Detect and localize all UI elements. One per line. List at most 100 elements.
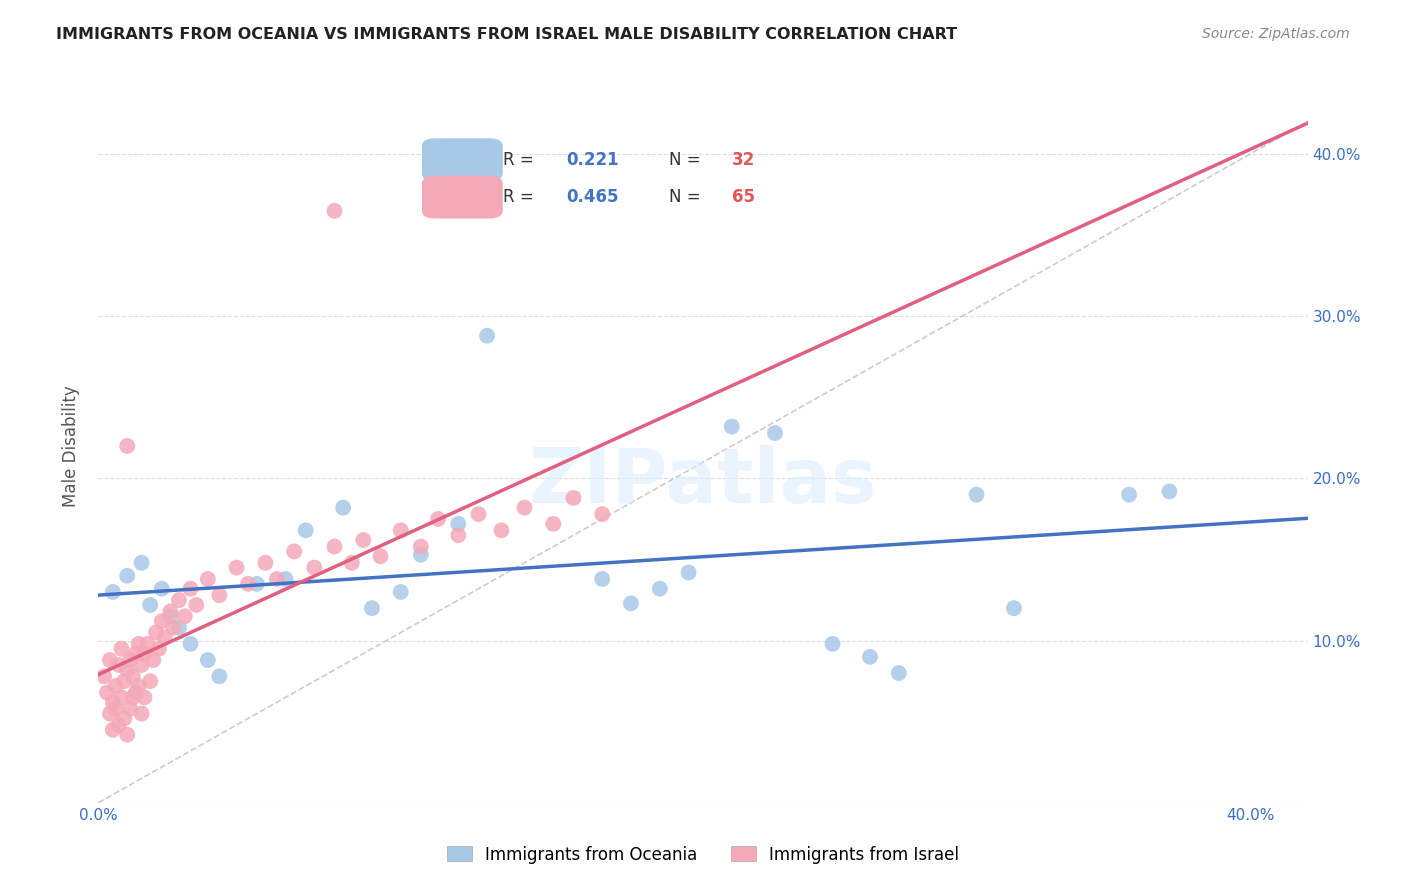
Point bbox=[389, 585, 412, 599]
Text: 32: 32 bbox=[733, 151, 755, 169]
Point bbox=[821, 637, 844, 651]
Point bbox=[409, 548, 432, 562]
Point bbox=[128, 679, 150, 693]
Point bbox=[107, 657, 129, 672]
Point bbox=[98, 706, 121, 721]
Point bbox=[225, 560, 247, 574]
Text: Source: ZipAtlas.com: Source: ZipAtlas.com bbox=[1202, 27, 1350, 41]
Text: 65: 65 bbox=[733, 188, 755, 206]
Point bbox=[447, 516, 470, 531]
Point bbox=[447, 528, 470, 542]
Point bbox=[96, 685, 118, 699]
Legend: Immigrants from Oceania, Immigrants from Israel: Immigrants from Oceania, Immigrants from… bbox=[440, 839, 966, 871]
Text: ZIPatlas: ZIPatlas bbox=[529, 445, 877, 518]
Point bbox=[859, 649, 882, 664]
Point bbox=[966, 488, 988, 502]
Text: 0.221: 0.221 bbox=[565, 151, 619, 169]
Point bbox=[104, 679, 127, 693]
Point bbox=[294, 524, 316, 538]
Point bbox=[115, 439, 138, 453]
Point bbox=[340, 556, 363, 570]
Point bbox=[139, 598, 162, 612]
Point bbox=[134, 690, 156, 705]
Point bbox=[122, 690, 145, 705]
Point bbox=[104, 702, 127, 716]
Point bbox=[427, 512, 450, 526]
Point bbox=[115, 728, 138, 742]
Point bbox=[115, 568, 138, 582]
Point bbox=[131, 556, 153, 570]
Point bbox=[1118, 488, 1140, 502]
Point bbox=[120, 702, 142, 716]
Point bbox=[145, 625, 167, 640]
Point bbox=[648, 582, 671, 596]
FancyBboxPatch shape bbox=[422, 176, 503, 219]
Point bbox=[134, 647, 156, 661]
Point bbox=[136, 637, 159, 651]
Point bbox=[110, 690, 132, 705]
Point bbox=[128, 637, 150, 651]
Point bbox=[112, 674, 135, 689]
Point bbox=[274, 572, 297, 586]
Point bbox=[409, 540, 432, 554]
Point bbox=[153, 631, 176, 645]
Point bbox=[98, 653, 121, 667]
Point bbox=[197, 572, 219, 586]
Point bbox=[101, 695, 124, 709]
Point bbox=[125, 647, 148, 661]
Point bbox=[120, 653, 142, 667]
Point bbox=[186, 598, 208, 612]
Text: N =: N = bbox=[669, 151, 706, 169]
Point bbox=[304, 560, 326, 574]
Point bbox=[266, 572, 288, 586]
Point bbox=[173, 609, 195, 624]
Text: R =: R = bbox=[503, 151, 538, 169]
Point bbox=[208, 588, 231, 602]
Point bbox=[720, 419, 742, 434]
Point bbox=[125, 685, 148, 699]
FancyBboxPatch shape bbox=[422, 138, 503, 181]
Point bbox=[115, 663, 138, 677]
Point bbox=[678, 566, 700, 580]
Point bbox=[254, 556, 277, 570]
Point bbox=[491, 524, 513, 538]
Point bbox=[370, 549, 392, 564]
Point bbox=[763, 425, 786, 440]
Point bbox=[131, 706, 153, 721]
Point bbox=[246, 577, 269, 591]
Point bbox=[167, 593, 190, 607]
Point bbox=[180, 582, 202, 596]
Point bbox=[112, 711, 135, 725]
Text: R =: R = bbox=[503, 188, 538, 206]
Point bbox=[562, 491, 585, 505]
Point bbox=[101, 723, 124, 737]
Point bbox=[159, 609, 181, 624]
Point bbox=[122, 669, 145, 683]
Point bbox=[513, 500, 536, 515]
Y-axis label: Male Disability: Male Disability bbox=[62, 385, 80, 507]
Point bbox=[332, 500, 354, 515]
Text: N =: N = bbox=[669, 188, 706, 206]
Point bbox=[139, 674, 162, 689]
Point bbox=[467, 507, 489, 521]
Point bbox=[208, 669, 231, 683]
Text: 0.465: 0.465 bbox=[565, 188, 619, 206]
Point bbox=[361, 601, 384, 615]
Point bbox=[197, 653, 219, 667]
Point bbox=[591, 572, 613, 586]
Point bbox=[323, 203, 346, 218]
Point bbox=[1002, 601, 1025, 615]
Point bbox=[150, 582, 173, 596]
Point bbox=[93, 669, 115, 683]
Point bbox=[591, 507, 613, 521]
Point bbox=[131, 657, 153, 672]
Point bbox=[150, 614, 173, 628]
Point bbox=[148, 641, 170, 656]
Point bbox=[142, 653, 165, 667]
Point bbox=[101, 585, 124, 599]
Point bbox=[475, 328, 498, 343]
Point bbox=[162, 621, 184, 635]
Point bbox=[107, 718, 129, 732]
Point bbox=[283, 544, 305, 558]
Point bbox=[180, 637, 202, 651]
